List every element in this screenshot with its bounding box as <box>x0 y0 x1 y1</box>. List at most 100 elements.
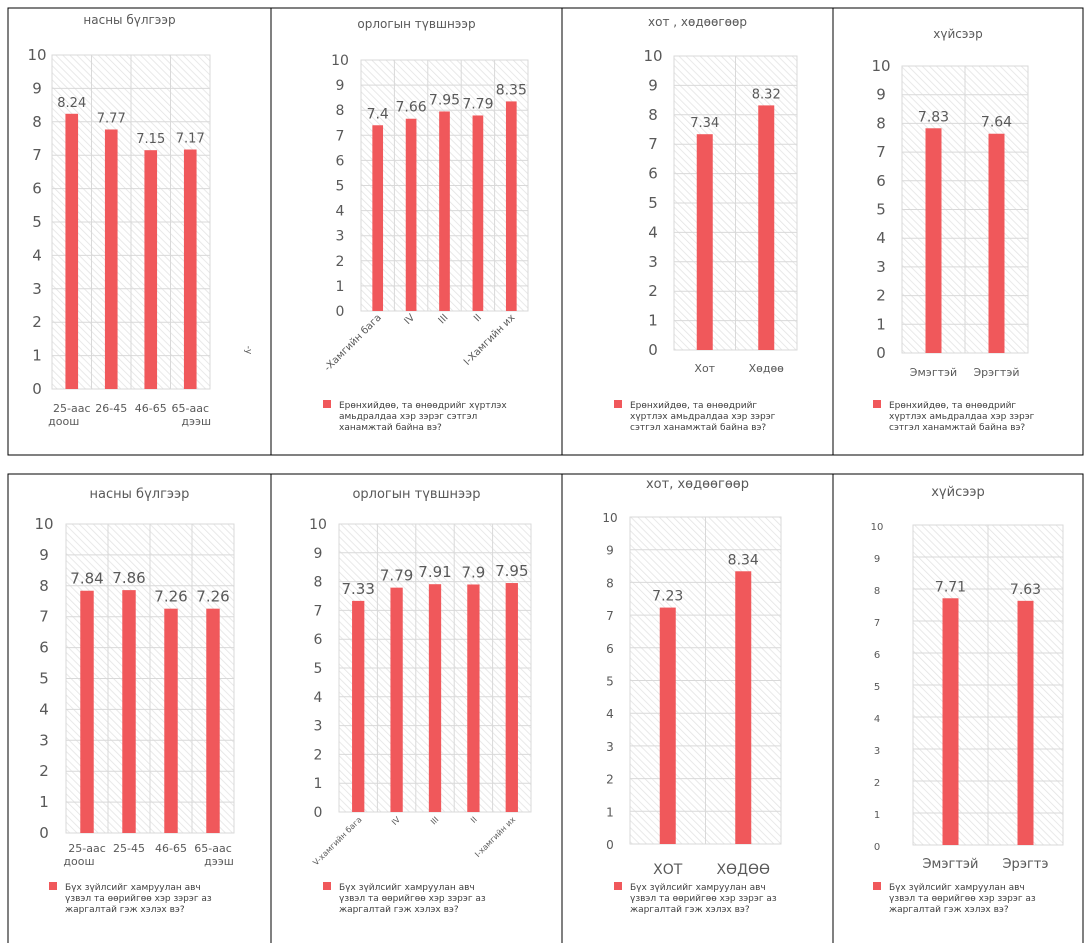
y-tick-label: 2 <box>39 762 49 780</box>
x-tick-label: ХОТ <box>653 862 683 878</box>
y-tick-label: 5 <box>606 675 614 689</box>
x-tick-label: II <box>469 815 479 825</box>
chart-panel-8: хүйсээр 0 1 2 3 4 5 6 7 8 9 10 7.71 Эмэгтэй 7.63 Эрэгтэ… <box>832 473 1084 945</box>
y-tick-label: 6 <box>32 180 42 198</box>
data-label: 7.33 <box>341 580 374 598</box>
y-tick-label: 1 <box>648 312 658 330</box>
y-tick-label: 0 <box>874 842 880 853</box>
y-tick-label: 3 <box>874 746 880 757</box>
y-tick-label: 1 <box>336 279 345 295</box>
y-tick-label: 2 <box>648 282 658 300</box>
chart-panel-1: насны бүлгээр 0 1 2 3 4 5 6 7 8 9 10 8.24 25-аас доош 7… <box>7 7 272 456</box>
bar[interactable] <box>206 608 220 833</box>
y-tick-label: 7 <box>648 135 658 153</box>
bar[interactable] <box>390 587 403 812</box>
legend-label: Бүх зүйлсийг хамруулан авч үзвэл та өөрий… <box>65 883 212 915</box>
y-tick-label: 1 <box>874 810 880 821</box>
legend-label: Бүх зүйлсийг хамруулан авч үзвэл та өөрий… <box>889 883 1036 915</box>
bar[interactable] <box>696 134 713 350</box>
bar[interactable] <box>65 113 79 389</box>
y-tick-label: 10 <box>27 46 46 64</box>
bar[interactable] <box>942 598 959 845</box>
bar[interactable] <box>183 149 197 389</box>
bar[interactable] <box>164 608 178 833</box>
chart-title: хот, хөдөөгөөр <box>646 477 749 492</box>
y-tick-label: 9 <box>606 544 614 558</box>
bar[interactable] <box>144 150 158 389</box>
bar[interactable] <box>1017 600 1034 845</box>
bar[interactable] <box>467 584 480 812</box>
chart-panel-6: орлогын түвшнээр0123456789107.33V-хамгий… <box>270 473 563 945</box>
x-tick-label: 25-аас доош <box>48 402 90 428</box>
bar[interactable] <box>104 129 118 389</box>
data-label: 7.71 <box>935 579 966 595</box>
bar[interactable] <box>505 583 518 812</box>
data-label: 7.79 <box>462 96 493 112</box>
y-tick-label: 6 <box>606 642 614 656</box>
y-tick-label: 0 <box>39 824 49 842</box>
y-tick-label: 4 <box>314 690 323 706</box>
y-tick-label: 4 <box>32 246 42 264</box>
y-tick-label: 0 <box>32 380 42 398</box>
x-tick-label: Хөдөө <box>749 362 785 375</box>
bar[interactable] <box>80 590 94 833</box>
y-tick-label: 4 <box>874 714 880 725</box>
y-tick-label: 8 <box>876 114 886 132</box>
y-tick-label: 9 <box>874 554 880 565</box>
bar[interactable] <box>659 607 676 844</box>
y-tick-label: 1 <box>606 805 614 819</box>
legend-swatch <box>614 400 622 408</box>
x-tick-label: Эрэгтэ <box>1002 857 1048 872</box>
side-label: -у <box>243 346 253 355</box>
bar[interactable] <box>372 125 384 311</box>
y-tick-label: 2 <box>336 254 345 270</box>
bar[interactable] <box>439 111 450 311</box>
chart-title: насны бүлгээр <box>90 487 190 502</box>
bar[interactable] <box>988 133 1005 353</box>
y-tick-label: 10 <box>309 517 327 533</box>
legend-swatch <box>873 882 881 890</box>
y-tick-label: 8 <box>648 106 658 124</box>
y-tick-label: 8 <box>336 103 345 119</box>
y-tick-label: 2 <box>874 778 880 789</box>
y-tick-label: 8 <box>32 113 42 131</box>
bar[interactable] <box>428 584 442 812</box>
x-tick-label: 65-аас дээш <box>194 842 234 868</box>
bar[interactable] <box>735 571 752 844</box>
data-label: 7.63 <box>1010 582 1041 598</box>
y-tick-label: 8 <box>39 577 49 595</box>
data-label: 7.83 <box>918 109 949 125</box>
data-label: 8.32 <box>752 87 781 102</box>
legend-label: Бүх зүйлсийг хамруулан авч үзвэл та өөрий… <box>630 883 777 915</box>
y-tick-label: 3 <box>32 280 42 298</box>
y-tick-label: 2 <box>314 747 323 763</box>
bar[interactable] <box>405 118 417 311</box>
y-tick-label: 9 <box>876 86 886 104</box>
bar[interactable] <box>472 115 484 311</box>
y-tick-label: 3 <box>39 731 49 749</box>
data-label: 8.24 <box>57 96 86 111</box>
y-tick-label: 7 <box>606 609 614 623</box>
y-tick-label: 3 <box>648 253 658 271</box>
bar[interactable] <box>505 101 517 311</box>
y-tick-label: 7 <box>876 143 886 161</box>
y-tick-label: 6 <box>876 172 886 190</box>
y-tick-label: 0 <box>876 344 886 362</box>
data-label: 7.84 <box>70 570 103 588</box>
data-label: 7.23 <box>652 589 683 605</box>
legend-swatch <box>614 882 622 890</box>
y-tick-label: 2 <box>876 287 886 305</box>
x-tick-label: Эрэгтэй <box>973 366 1019 379</box>
bar[interactable] <box>352 600 365 812</box>
y-tick-label: 5 <box>648 194 658 212</box>
bar[interactable] <box>758 105 775 350</box>
y-tick-label: 4 <box>876 229 886 247</box>
legend-swatch <box>49 882 57 890</box>
bar[interactable] <box>925 128 942 353</box>
y-tick-label: 8 <box>314 575 323 591</box>
bar[interactable] <box>122 590 136 833</box>
y-tick-label: 10 <box>871 522 884 533</box>
y-tick-label: 10 <box>331 53 349 69</box>
